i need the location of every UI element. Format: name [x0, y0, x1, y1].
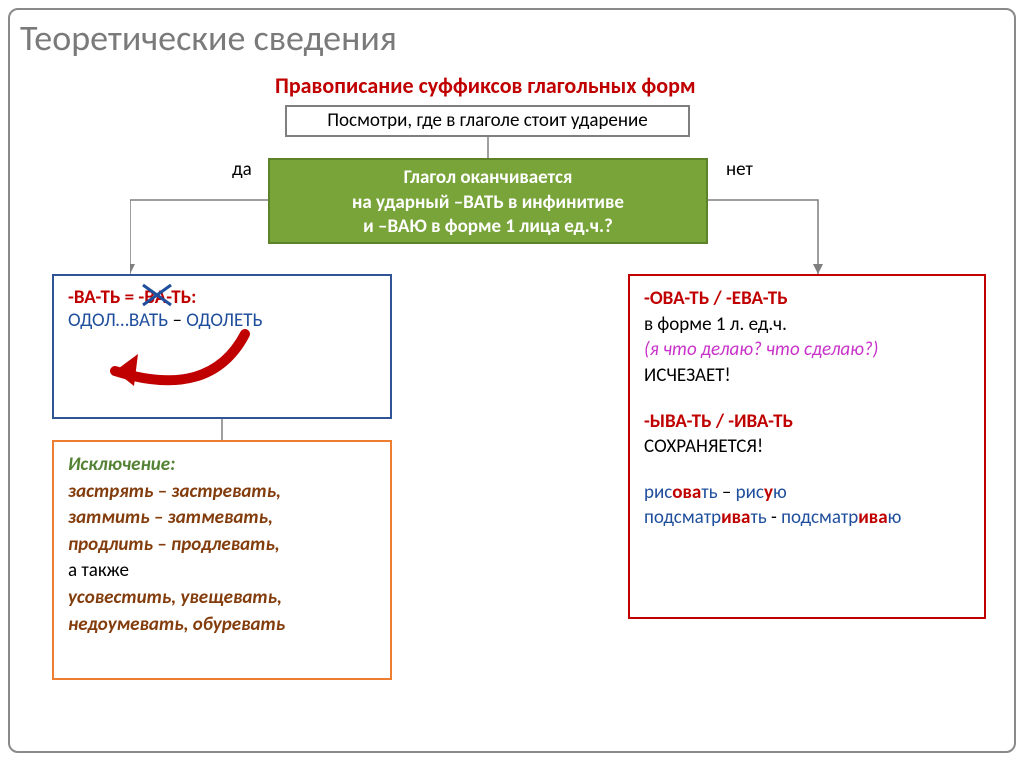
spacer: [644, 389, 970, 409]
exception-line3: продлить – продлевать,: [68, 532, 376, 559]
decision-line3: и –ВАЮ в форме 1 лица ед.ч.?: [270, 215, 706, 240]
ex1sep: –: [718, 481, 736, 504]
exception-line1: застрять – застревать,: [68, 479, 376, 506]
exception-heading: Исключение:: [68, 452, 376, 479]
ex2c: ть: [750, 506, 766, 529]
ex1c: ть: [701, 481, 717, 504]
yes-rule: -ВА-ТЬ = -ВА-ТЬ:: [68, 286, 376, 309]
ex1d: рис: [736, 481, 764, 504]
connector-exception: [220, 419, 224, 441]
ex1b: ова: [672, 481, 701, 504]
exception-line5: недоумевать, обуревать: [68, 612, 376, 639]
no-rule1-hint: (я что делаю? что сделаю?): [644, 337, 970, 363]
no-rule1-sub: в форме 1 л. ед.ч.: [644, 312, 970, 338]
ex2d: подсматр: [781, 506, 858, 529]
spacer2: [644, 460, 970, 480]
connector-yes: [130, 182, 290, 282]
no-example1: рисовать – рисую: [644, 480, 970, 506]
yes-label: да: [232, 158, 252, 181]
decision-box: Глагол оканчивается на ударный –ВАТЬ в и…: [268, 158, 708, 244]
step1-box: Посмотри, где в глаголе стоит ударение: [285, 105, 690, 137]
yes-rule-prefix: -ВА-ТЬ = -: [68, 286, 144, 309]
exception-also: а также: [68, 558, 376, 585]
strike-x-icon: [141, 283, 175, 309]
connector-no: [708, 182, 868, 282]
ex1e: у: [764, 481, 773, 504]
decision-line1: Глагол оканчивается: [270, 166, 706, 191]
exception-line4: усовестить, увещевать,: [68, 585, 376, 612]
page-title: Теоретические сведения: [20, 16, 397, 60]
ex2sep: -: [767, 506, 781, 529]
no-example2: подсматривать - подсматриваю: [644, 505, 970, 531]
step1-text: Посмотри, где в глаголе стоит ударение: [327, 109, 648, 132]
no-rule1: -ОВА-ТЬ / -ЕВА-ТЬ: [644, 286, 970, 312]
connector-step1-to-decision: [486, 137, 490, 159]
exception-line2: затмить – затмевать,: [68, 505, 376, 532]
ex1a: рис: [644, 481, 672, 504]
slide-frame: Теоретические сведения Правописание суфф…: [8, 8, 1016, 753]
ex2b: ива: [721, 506, 750, 529]
no-rule2-result: СОХРАНЯЕТСЯ!: [644, 434, 970, 460]
ex1f: ю: [773, 481, 787, 504]
no-label: нет: [726, 158, 753, 181]
no-rule2: -ЫВА-ТЬ / -ИВА-ТЬ: [644, 409, 970, 435]
curve-arrow-icon: [80, 326, 260, 406]
no-rule1-result: ИСЧЕЗАЕТ!: [644, 363, 970, 389]
ex2a: подсматр: [644, 506, 721, 529]
no-branch-box: -ОВА-ТЬ / -ЕВА-ТЬ в форме 1 л. ед.ч. (я …: [628, 274, 986, 619]
decision-line2: на ударный –ВАТЬ в инфинитиве: [270, 191, 706, 216]
ex2e: ива: [858, 506, 887, 529]
yes-rule-strike: ВА: [144, 286, 166, 309]
exception-box: Исключение: застрять – застревать, затми…: [52, 440, 392, 680]
ex2f: ю: [888, 506, 902, 529]
subtitle: Правописание суффиксов глагольных форм: [275, 72, 696, 99]
